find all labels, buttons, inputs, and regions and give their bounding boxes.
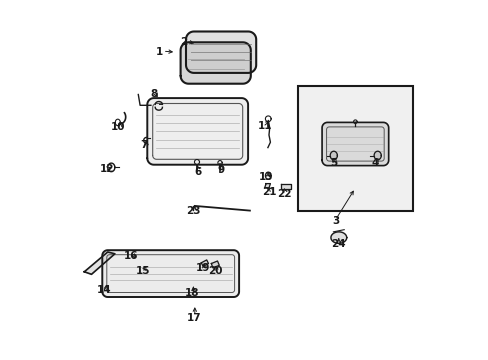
Text: 17: 17: [186, 312, 201, 323]
Text: 23: 23: [186, 206, 200, 216]
Text: 5: 5: [329, 158, 337, 168]
Polygon shape: [84, 252, 115, 274]
Polygon shape: [264, 184, 270, 188]
Text: 11: 11: [258, 121, 272, 131]
Text: 16: 16: [123, 251, 138, 261]
Text: 9: 9: [217, 165, 224, 175]
Text: 13: 13: [258, 172, 273, 182]
Text: 24: 24: [330, 239, 345, 249]
Text: 1: 1: [156, 47, 163, 57]
Polygon shape: [102, 250, 239, 297]
Text: 2: 2: [179, 37, 186, 47]
Polygon shape: [185, 32, 256, 73]
Polygon shape: [329, 151, 337, 160]
Text: 21: 21: [262, 186, 276, 197]
Polygon shape: [201, 260, 208, 266]
Text: 6: 6: [194, 167, 201, 177]
Text: 3: 3: [332, 216, 339, 226]
Text: 22: 22: [276, 189, 291, 199]
Text: 14: 14: [97, 285, 111, 295]
Polygon shape: [330, 232, 346, 243]
Text: 12: 12: [100, 164, 114, 174]
Text: 10: 10: [110, 122, 125, 132]
Text: 18: 18: [184, 288, 199, 298]
Polygon shape: [211, 261, 219, 268]
Text: 4: 4: [370, 158, 378, 168]
Polygon shape: [322, 122, 388, 166]
Polygon shape: [280, 184, 290, 189]
Text: 8: 8: [150, 89, 157, 99]
Polygon shape: [180, 42, 250, 84]
Text: 20: 20: [207, 266, 222, 276]
Polygon shape: [147, 98, 247, 165]
Text: 7: 7: [141, 140, 148, 150]
Bar: [297, 86, 412, 211]
Polygon shape: [373, 151, 381, 160]
Text: 19: 19: [196, 263, 210, 273]
Text: 15: 15: [136, 266, 150, 276]
